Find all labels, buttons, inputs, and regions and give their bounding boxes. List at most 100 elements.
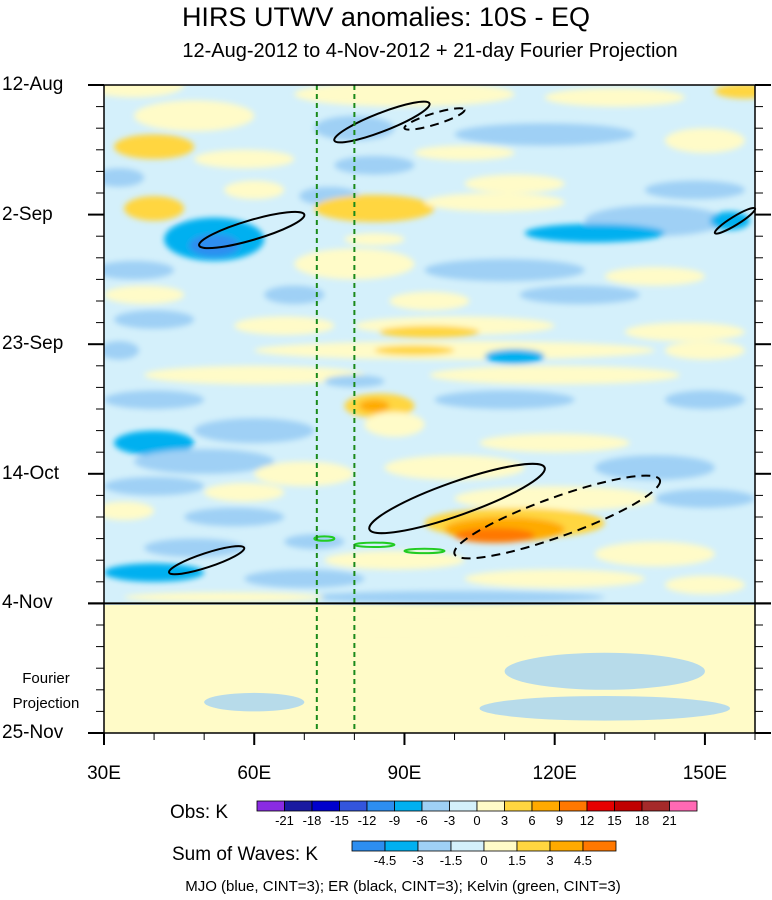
obs-colorbar-tick: 12 <box>579 813 595 828</box>
anomaly-patch <box>624 322 745 342</box>
er-contour <box>368 462 546 535</box>
anomaly-patch <box>714 85 755 99</box>
y-tick-label: 4-Nov <box>2 592 53 614</box>
anomaly-patch <box>664 128 745 153</box>
anomaly-patch <box>379 325 480 339</box>
anomaly-patch <box>224 180 285 200</box>
x-tick-label: 120E <box>532 763 577 784</box>
obs-colorbar-tick: 3 <box>500 813 509 828</box>
y-tick-label: 25-Nov <box>2 722 64 743</box>
anomaly-patch <box>334 155 415 175</box>
anomaly-patch <box>134 449 275 474</box>
anomaly-patch <box>104 168 145 187</box>
x-tick-label: 150E <box>682 763 728 784</box>
anomaly-patch <box>484 349 545 364</box>
heatmap-field <box>104 85 755 733</box>
waves-colorbar-tick: 1.5 <box>507 853 527 868</box>
anomaly-patch <box>104 476 205 496</box>
anomaly-patch <box>604 267 705 286</box>
anomaly-patch <box>104 285 185 305</box>
anomaly-patch <box>104 341 140 360</box>
projection-patch <box>234 628 375 653</box>
anomaly-patch <box>294 85 515 107</box>
anomaly-patch <box>204 483 285 502</box>
anomaly-patch <box>654 489 755 508</box>
anomaly-patch <box>344 233 405 246</box>
obs-colorbar-swatch <box>586 800 615 812</box>
anomaly-patch <box>359 399 390 413</box>
obs-colorbar-swatch <box>421 800 450 812</box>
anomaly-patch <box>114 134 195 160</box>
anomaly-patch <box>264 285 325 305</box>
anomaly-patch <box>234 316 335 335</box>
obs-colorbar-swatch <box>614 800 643 812</box>
projection-label-line1: Fourier <box>22 670 70 687</box>
obs-colorbar-tick: 21 <box>662 813 677 828</box>
waves-colorbar-swatch <box>384 840 419 852</box>
obs-colorbar-tick: 6 <box>528 813 536 828</box>
waves-colorbar-swatch <box>516 840 551 852</box>
er-contour <box>333 100 431 144</box>
waves-colorbar-swatch <box>582 840 617 852</box>
anomaly-patch <box>384 455 525 480</box>
anomaly-patch <box>519 285 640 305</box>
anomaly-patch <box>454 528 535 543</box>
anomaly-patch <box>114 310 195 329</box>
anomaly-patch <box>324 375 385 388</box>
anomaly-patch <box>594 455 715 480</box>
anomaly-patch <box>374 345 455 356</box>
obs-colorbar-swatch <box>559 800 588 812</box>
obs-colorbar-label: Obs: K <box>170 802 229 823</box>
anomaly-patch <box>124 196 185 221</box>
anomaly-patch <box>104 563 205 582</box>
anomaly-patch <box>664 575 745 595</box>
anomaly-patch <box>464 174 565 193</box>
anomaly-patch <box>244 569 365 588</box>
obs-colorbar-swatch <box>284 800 313 812</box>
anomaly-patch <box>429 365 680 385</box>
anomaly-patch <box>364 412 425 437</box>
y-tick-label: 2-Sep <box>2 203 53 225</box>
waves-colorbar-swatch <box>549 840 584 852</box>
anomaly-patch <box>664 390 745 409</box>
anomaly-patch <box>124 592 325 603</box>
anomaly-patch <box>284 534 345 550</box>
anomaly-patch <box>254 461 355 487</box>
anomaly-patch <box>594 541 715 567</box>
anomaly-patch <box>454 123 635 146</box>
obs-colorbar-tick: -9 <box>388 813 401 828</box>
anomaly-patch <box>544 88 685 107</box>
obs-colorbar-tick: 9 <box>555 813 564 828</box>
anomaly-patch <box>664 341 745 360</box>
x-tick-label: 30E <box>87 763 121 784</box>
chart-title: HIRS UTWV anomalies: 10S - EQ <box>181 2 591 32</box>
obs-colorbar-tick: -3 <box>443 813 456 828</box>
projection-patch <box>479 695 730 721</box>
anomaly-patch <box>104 85 185 98</box>
obs-colorbar-swatch <box>256 800 285 812</box>
waves-colorbar-tick: -1.5 <box>439 853 463 868</box>
projection-patch <box>204 692 305 712</box>
anomaly-patch <box>464 569 645 588</box>
obs-colorbar-swatch <box>669 800 698 812</box>
obs-colorbar-swatch <box>366 800 395 812</box>
kelvin-contour <box>403 547 446 555</box>
waves-colorbar-label: Sum of Waves: K <box>172 844 319 865</box>
anomaly-patch <box>424 193 565 212</box>
anomaly-patch <box>479 433 630 453</box>
kelvin-contour <box>313 535 336 542</box>
obs-colorbar-tick: -18 <box>302 813 322 828</box>
y-tick-label: 12-Aug <box>2 74 64 95</box>
obs-colorbar-tick: 18 <box>634 813 650 828</box>
obs-colorbar-tick: -21 <box>275 813 294 828</box>
anomaly-patch <box>144 365 365 385</box>
obs-colorbar-tick: 15 <box>607 813 622 828</box>
obs-colorbar-tick: -12 <box>357 813 377 828</box>
waves-colorbar-tick: 4.5 <box>573 853 593 868</box>
y-tick-label: 23-Sep <box>2 333 64 355</box>
obs-colorbar-tick: -6 <box>416 813 428 828</box>
obs-colorbar-swatch <box>641 800 670 812</box>
waves-colorbar-tick: -4.5 <box>373 853 397 868</box>
anomaly-patch <box>389 291 470 311</box>
anomaly-patch <box>524 223 665 243</box>
